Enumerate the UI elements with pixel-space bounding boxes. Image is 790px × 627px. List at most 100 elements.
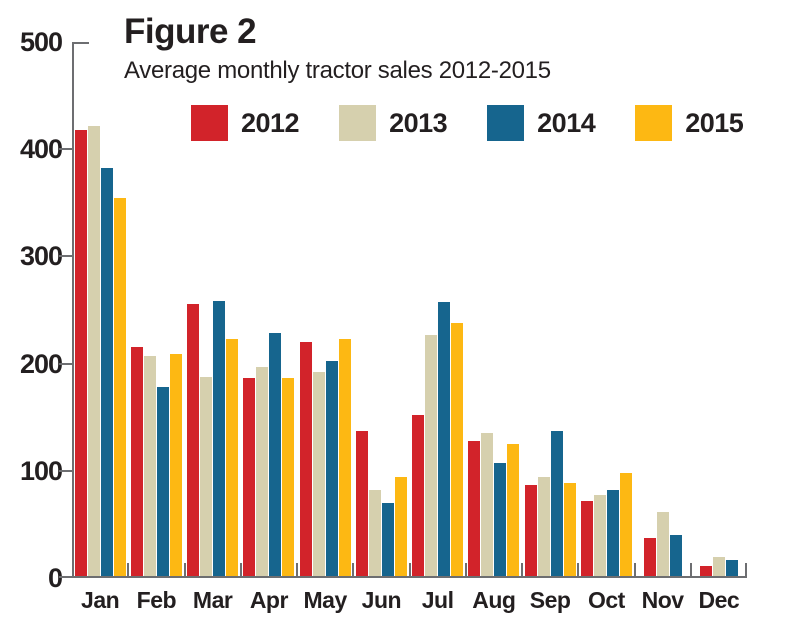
x-axis-label: Jan	[81, 587, 120, 613]
legend-swatch-2014	[487, 105, 525, 141]
month-boundary-tick	[689, 563, 692, 576]
bar-sep-2015	[563, 482, 576, 576]
legend-swatch-2012	[191, 105, 228, 141]
bar-feb-2013	[143, 356, 156, 576]
month-boundary-tick	[183, 563, 186, 576]
bar-nov-2013	[656, 511, 669, 576]
bar-mar-2012	[187, 303, 200, 576]
bar-nov-2012	[643, 538, 656, 576]
x-axis-end-tick	[745, 563, 747, 576]
y-tick-100	[59, 469, 72, 472]
bar-may-2014	[325, 360, 338, 576]
y-axis-label: 200	[19, 348, 63, 379]
bar-sep-2013	[537, 477, 550, 576]
bar-may-2013	[312, 372, 325, 576]
x-axis-label: Apr	[249, 587, 289, 613]
legend-label-2014: 2014	[537, 107, 596, 138]
month-boundary-tick	[239, 563, 242, 576]
y-tick-200	[59, 362, 72, 365]
y-axis-label: 500	[19, 27, 63, 57]
bar-aug-2013	[481, 433, 494, 576]
x-axis-label: Sep	[529, 587, 571, 613]
y-axis-label: 400	[19, 134, 63, 165]
legend-item-2015: 2015	[635, 105, 744, 141]
bar-apr-2015	[282, 377, 295, 576]
y-axis-label: 300	[19, 241, 63, 272]
x-axis-label: May	[303, 587, 348, 613]
bar-feb-2015	[169, 354, 182, 576]
bar-aug-2015	[507, 444, 520, 576]
y-axis-line	[72, 42, 74, 578]
bar-may-2012	[299, 342, 312, 576]
x-axis-label: Jul	[421, 587, 454, 613]
legend-item-2012: 2012	[191, 105, 300, 141]
bar-may-2015	[338, 339, 351, 576]
month-boundary-tick	[633, 563, 636, 576]
month-boundary-tick	[577, 563, 580, 576]
bar-jul-2012	[412, 415, 425, 576]
bar-apr-2014	[269, 332, 282, 576]
bar-jun-2012	[355, 431, 368, 576]
x-axis-label: Nov	[641, 587, 684, 613]
legend-swatch-2013	[339, 105, 377, 141]
x-axis-line	[59, 576, 747, 578]
x-axis-label: Oct	[587, 587, 625, 613]
bar-sep-2014	[550, 431, 563, 576]
legend-label-2015: 2015	[685, 107, 744, 138]
bar-jan-2013	[87, 125, 100, 576]
y-axis-top-tick	[74, 42, 89, 44]
bar-dec-2012	[699, 566, 712, 576]
y-axis-label: 100	[19, 455, 63, 486]
bar-nov-2014	[669, 535, 682, 576]
bar-dec-2014	[725, 559, 738, 576]
bar-oct-2015	[619, 473, 632, 576]
y-tick-300	[59, 255, 72, 258]
month-boundary-tick	[464, 563, 467, 576]
bar-mar-2013	[200, 376, 213, 576]
x-axis-label: Aug	[472, 587, 516, 613]
bar-aug-2012	[468, 440, 481, 576]
bar-mar-2014	[213, 300, 226, 576]
chart-subtitle: Average monthly tractor sales 2012-2015	[124, 57, 551, 84]
x-axis-label: Feb	[136, 587, 177, 613]
bar-oct-2013	[593, 494, 606, 576]
bar-jul-2015	[451, 323, 464, 576]
bar-feb-2014	[156, 387, 169, 576]
x-axis-labels: Jan Feb Mar Apr May Jun Jul Aug Sep Oct Nov Dec	[72, 587, 747, 614]
bar-jun-2015	[394, 477, 407, 576]
chart-title: Figure 2	[124, 12, 257, 51]
x-axis-label: Jun	[361, 587, 402, 613]
y-tick-400	[59, 148, 72, 151]
bar-jun-2013	[368, 490, 381, 576]
bar-apr-2012	[243, 377, 256, 576]
legend-swatch-2015	[635, 105, 673, 141]
legend-item-2014: 2014	[487, 105, 596, 141]
bar-oct-2012	[580, 500, 593, 576]
month-boundary-tick	[521, 563, 523, 576]
bar-oct-2014	[606, 490, 619, 576]
bar-jul-2013	[425, 334, 438, 576]
y-axis-label: 0	[47, 563, 63, 593]
month-boundary-tick	[127, 563, 130, 576]
bar-jan-2014	[100, 167, 113, 576]
x-axis-label: Mar	[192, 587, 233, 613]
y-axis-labels: 0 100 200 300 400 500	[6, 0, 63, 627]
bar-apr-2013	[256, 366, 269, 576]
month-boundary-tick	[352, 563, 355, 576]
bar-mar-2015	[226, 339, 239, 576]
bar-jan-2012	[74, 130, 87, 576]
x-axis-label: Dec	[698, 587, 740, 613]
bar-dec-2013	[712, 556, 725, 576]
month-boundary-tick	[296, 563, 298, 576]
bar-jul-2014	[438, 301, 451, 576]
legend-label-2013: 2013	[389, 107, 448, 138]
chart-legend: 2012 2013 2014 2015	[191, 105, 744, 141]
bar-jan-2015	[113, 197, 126, 576]
month-boundary-tick	[408, 563, 411, 576]
legend-item-2013: 2013	[339, 105, 448, 141]
bar-jun-2014	[381, 503, 394, 576]
legend-label-2012: 2012	[241, 107, 300, 138]
bar-sep-2012	[524, 484, 537, 576]
bar-aug-2014	[494, 463, 507, 576]
